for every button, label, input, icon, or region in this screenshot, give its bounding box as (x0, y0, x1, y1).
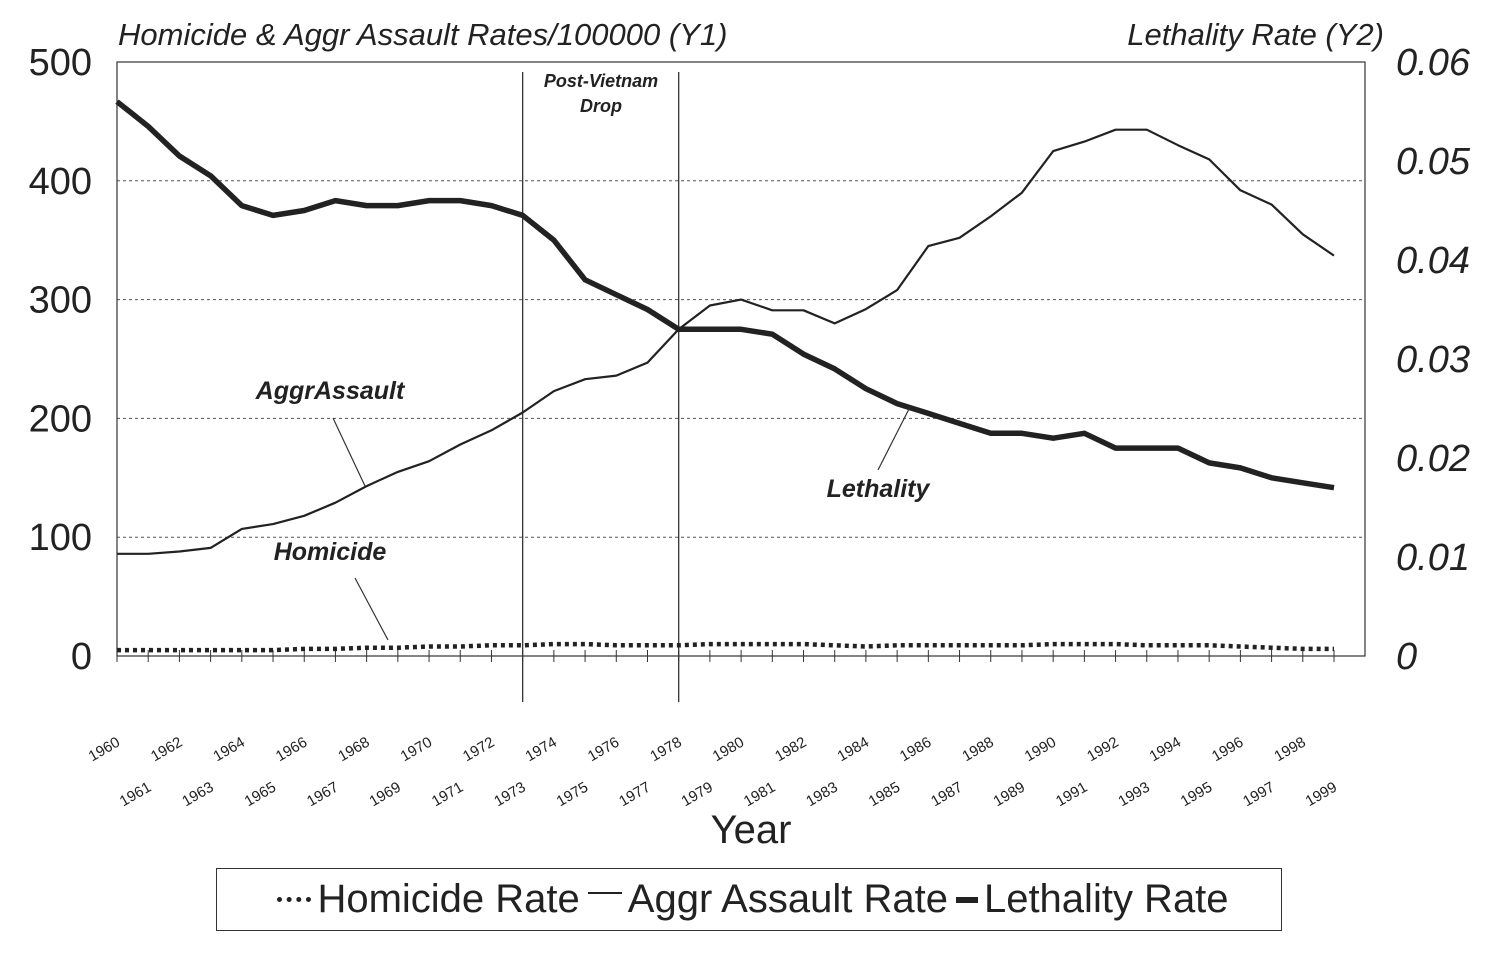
x-tick-label: 1980 (710, 734, 747, 765)
y2-tick-label: 0.04 (1396, 240, 1470, 282)
x-tick-label: 1960 (86, 734, 123, 765)
x-tick-label: 1968 (335, 734, 372, 765)
y2-tick-label: 0.05 (1396, 141, 1471, 183)
x-tick-label: 1984 (835, 734, 872, 765)
x-ticks: 1960 1961 1962 1963 1964 1965 1966 1967 1968 1969… (86, 650, 1340, 810)
x-tick-label: 1991 (1053, 779, 1090, 810)
x-tick-label: 1971 (429, 779, 466, 810)
y1-tick-label: 400 (29, 161, 92, 203)
homicide-rate-line (117, 641, 1334, 653)
annotation-homicide: Homicide (274, 538, 389, 641)
y1-tick-label: 300 (29, 280, 92, 322)
x-tick-label: 1970 (398, 734, 435, 765)
y2-tick-label: 0.01 (1396, 537, 1470, 579)
x-tick-label: 1962 (148, 734, 185, 765)
x-tick-label: 1973 (491, 779, 528, 810)
x-tick-label: 1987 (928, 779, 965, 810)
y2-ticks: 0 0.01 0.02 0.03 0.04 0.05 0.06 (1396, 42, 1471, 678)
legend: Homicide Rate Aggr Assault Rate Lethalit… (216, 868, 1282, 931)
x-tick-label: 1996 (1209, 734, 1246, 765)
y1-axis-title: Homicide & Aggr Assault Rates/100000 (Y1… (118, 17, 727, 52)
gridlines (117, 180, 1365, 538)
legend-item-lethality: Lethality Rate (948, 877, 1229, 922)
y2-tick-label: 0.06 (1396, 42, 1471, 84)
plot-area-frame (116, 61, 1366, 657)
x-tick-label: 1998 (1271, 734, 1308, 765)
x-tick-label: 1992 (1084, 734, 1121, 765)
annotation-lethality: Lethality (827, 406, 931, 503)
x-tick-label: 1975 (554, 779, 591, 810)
post-vietnam-annotation-line1: Post-Vietnam (544, 71, 658, 91)
x-tick-label: 1963 (179, 779, 216, 810)
x-tick-label: 1982 (772, 734, 809, 765)
aggr-assault-rate-line (117, 128, 1335, 555)
y2-axis-title: Lethality Rate (Y2) (1127, 17, 1384, 52)
y1-ticks: 0 100 200 300 400 500 (29, 42, 92, 678)
x-tick-label: 1988 (959, 734, 996, 765)
x-tick-label: 1981 (741, 779, 778, 810)
homicide-label: Homicide (274, 538, 387, 566)
lethality-leader (877, 406, 911, 471)
legend-label-lethality: Lethality Rate (983, 877, 1229, 921)
x-tick-label: 1979 (678, 779, 715, 810)
x-tick-label: 1978 (647, 734, 684, 765)
legend-item-homicide: Homicide Rate (269, 877, 580, 922)
legend-label-aggr-assault: Aggr Assault Rate (627, 877, 948, 921)
x-tick-label: 1985 (866, 779, 903, 810)
x-tick-label: 1999 (1303, 779, 1340, 810)
chart-svg: Homicide & Aggr Assault Rates/100000 (Y1… (29, 17, 1471, 810)
x-tick-label: 1995 (1178, 779, 1215, 810)
x-tick-label: 1990 (1022, 734, 1059, 765)
x-tick-label: 1967 (304, 779, 341, 810)
x-tick-label: 1997 (1240, 779, 1277, 810)
y1-tick-label: 500 (29, 42, 92, 84)
series-layer (115, 99, 1335, 653)
homicide-leader (354, 577, 389, 641)
aggrassault-leader (332, 417, 366, 487)
legend-item-aggr-assault: Aggr Assault Rate (580, 877, 948, 922)
x-tick-label: 1974 (522, 734, 559, 765)
legend-swatch-lethality (955, 896, 978, 903)
y2-tick-label: 0.03 (1396, 339, 1470, 381)
x-tick-label: 1966 (273, 734, 310, 765)
x-tick-label: 1983 (803, 779, 840, 810)
y2-tick-label: 0 (1396, 636, 1417, 678)
x-tick-label: 1993 (1115, 779, 1152, 810)
legend-label-homicide: Homicide Rate (317, 877, 580, 921)
legend-swatch-homicide (277, 897, 312, 902)
post-vietnam-markers (522, 72, 680, 702)
legend-swatch-aggr-assault (587, 891, 622, 894)
y1-tick-label: 100 (29, 517, 92, 559)
x-tick-label: 1969 (366, 779, 403, 810)
y1-tick-label: 0 (71, 636, 92, 678)
x-tick-label: 1964 (210, 734, 247, 765)
x-tick-label: 1965 (242, 779, 279, 810)
lethality-label: Lethality (827, 475, 931, 503)
x-tick-label: 1977 (616, 779, 653, 810)
post-vietnam-annotation-line2: Drop (580, 96, 622, 116)
y1-tick-label: 200 (29, 398, 92, 440)
x-tick-label: 1994 (1147, 734, 1184, 765)
x-tick-label: 1961 (117, 779, 154, 810)
x-tick-label: 1989 (991, 779, 1028, 810)
x-tick-label: 1976 (585, 734, 622, 765)
x-tick-label: 1986 (897, 734, 934, 765)
annotation-aggrassault: AggrAssault (255, 377, 406, 487)
lethality-rate-line (115, 99, 1335, 491)
aggrassault-label: AggrAssault (255, 377, 406, 405)
x-tick-label: 1972 (460, 734, 497, 765)
y2-tick-label: 0.02 (1396, 438, 1470, 480)
